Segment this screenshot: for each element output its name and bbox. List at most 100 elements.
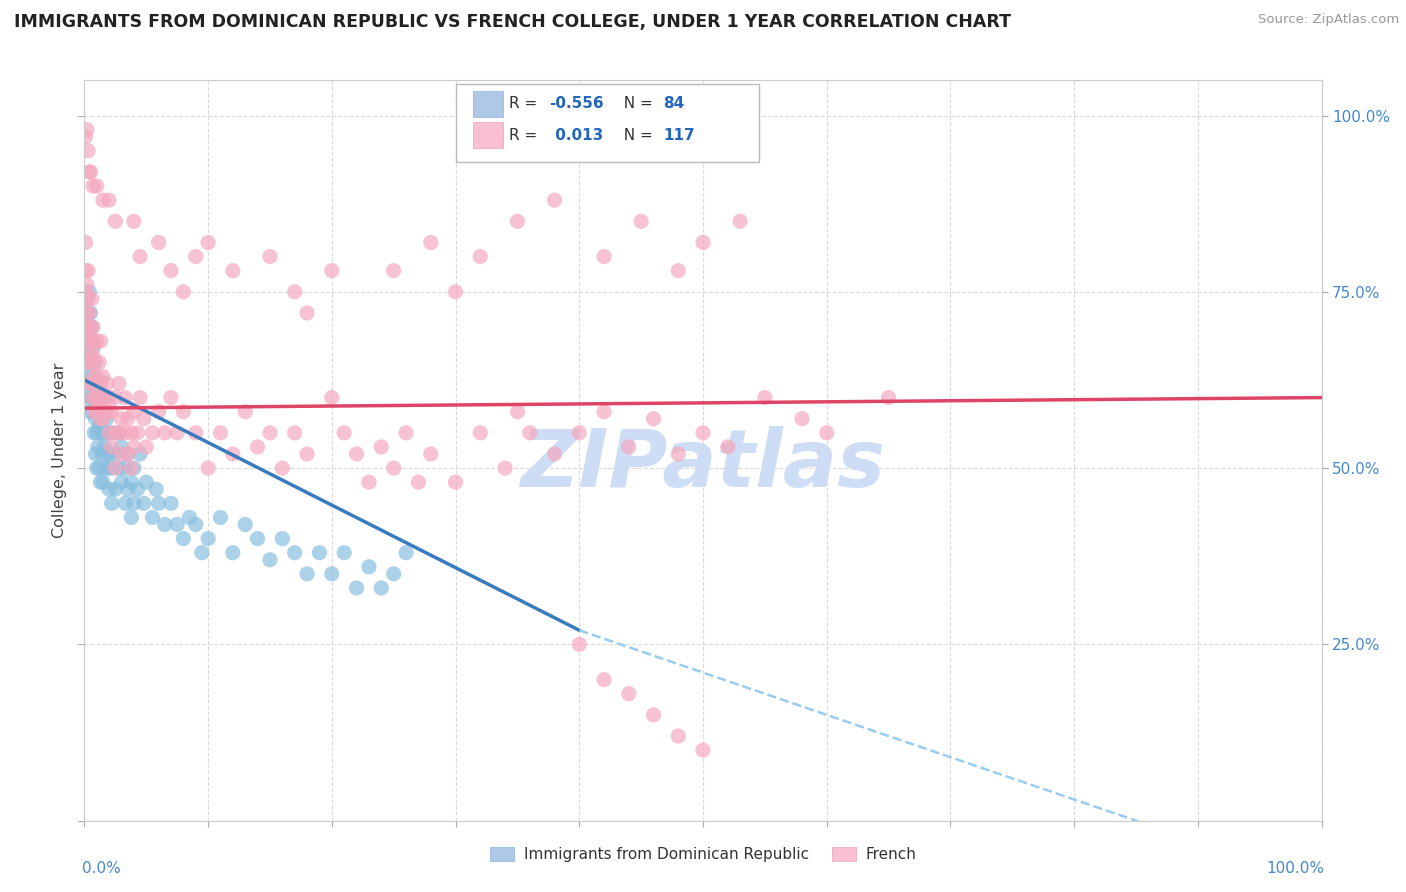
Point [346,447,368,461]
Point [295,306,318,320]
Point [96,447,118,461]
Point [321,566,343,581]
Point [79,306,101,320]
Point [98,425,121,440]
Point [104,425,127,440]
Point [120,425,142,440]
Point [172,532,194,546]
Point [100,440,122,454]
Legend: Immigrants from Dominican Republic, French: Immigrants from Dominican Republic, Fren… [484,841,922,869]
Point [87,440,110,454]
Point [86,425,108,440]
Point [222,447,245,461]
Point [77,292,100,306]
Point [284,425,307,440]
Point [94,461,117,475]
Point [643,411,665,425]
Point [122,405,145,419]
Point [76,376,98,391]
Point [117,482,139,496]
Point [80,391,103,405]
Point [80,376,103,391]
Text: 100.0%: 100.0% [1267,862,1324,876]
Point [86,461,108,475]
Point [506,214,529,228]
Point [717,440,740,454]
Point [79,320,101,334]
Point [108,425,131,440]
Point [84,447,107,461]
Point [97,425,120,440]
Point [91,193,114,207]
Text: ZIPatlas: ZIPatlas [520,426,886,504]
Point [408,475,430,490]
Point [568,637,591,651]
Point [82,391,104,405]
Point [568,425,591,440]
Point [222,546,245,560]
Text: IMMIGRANTS FROM DOMINICAN REPUBLIC VS FRENCH COLLEGE, UNDER 1 YEAR CORRELATION C: IMMIGRANTS FROM DOMINICAN REPUBLIC VS FR… [14,13,1011,31]
Point [543,447,565,461]
Point [110,475,132,490]
FancyBboxPatch shape [472,91,502,117]
Point [370,581,392,595]
Point [141,510,163,524]
Point [132,496,155,510]
Point [89,411,111,425]
Point [148,235,170,250]
Point [519,425,541,440]
Point [295,447,318,461]
Point [444,285,467,299]
Point [129,250,152,264]
Point [172,285,194,299]
Point [77,263,100,277]
Point [114,425,136,440]
Point [135,440,157,454]
Point [90,447,112,461]
Point [98,482,121,496]
Point [108,376,131,391]
Point [117,411,139,425]
Point [321,263,343,277]
Point [79,334,101,348]
Point [790,411,813,425]
Point [79,165,101,179]
Point [76,334,98,348]
Point [197,532,219,546]
Point [184,517,207,532]
Point [91,391,114,405]
Point [122,496,145,510]
Point [395,546,418,560]
FancyBboxPatch shape [456,84,759,161]
Point [114,496,136,510]
Point [184,250,207,264]
Point [75,292,97,306]
Point [370,440,392,454]
Point [82,341,104,355]
Point [84,376,107,391]
Point [89,425,111,440]
Point [98,391,121,405]
Point [98,447,121,461]
Point [100,461,122,475]
Point [444,475,467,490]
Point [75,235,97,250]
Point [75,129,97,144]
Point [141,425,163,440]
Point [233,405,256,419]
Point [91,411,114,425]
Point [117,447,139,461]
Text: N =: N = [614,96,658,112]
Point [692,235,714,250]
Point [395,425,418,440]
Point [728,214,751,228]
Point [179,510,201,524]
Point [89,334,111,348]
Point [91,369,114,384]
Point [80,334,103,348]
Point [135,475,157,490]
Point [666,263,689,277]
Point [108,461,131,475]
Point [79,355,101,369]
Point [82,348,104,362]
